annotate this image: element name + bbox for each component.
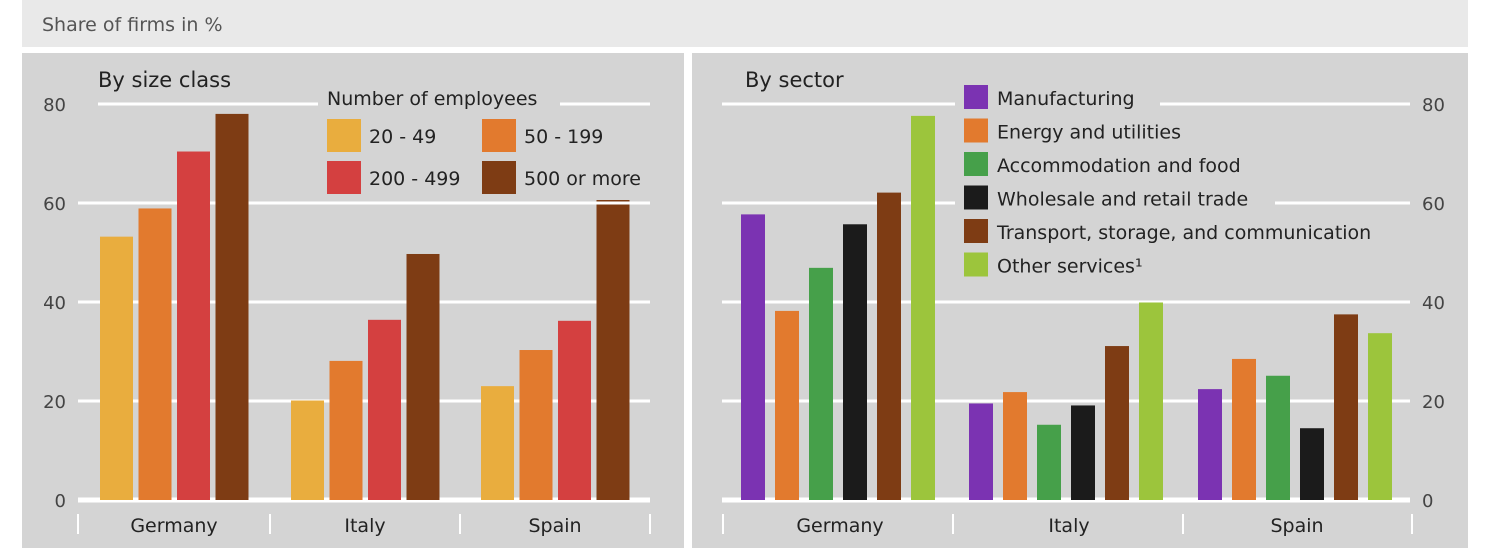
bar-italy-2 — [1037, 424, 1061, 500]
bar-italy-0 — [291, 400, 324, 500]
bar-spain-5 — [1368, 333, 1392, 500]
legend-label: 500 or more — [524, 168, 641, 190]
y-tick-label: 20 — [1422, 392, 1445, 413]
bar-germany-1 — [138, 208, 172, 500]
bar-italy-2 — [368, 319, 401, 500]
bar-italy-3 — [406, 253, 440, 500]
y-tick-label: 40 — [43, 293, 66, 314]
bar-germany-3 — [843, 224, 867, 500]
legend-swatch-icon — [327, 119, 361, 152]
y-tick-label: 20 — [43, 392, 66, 413]
bar-italy-4 — [1105, 346, 1129, 500]
bar-germany-0 — [741, 214, 765, 500]
legend-swatch-icon — [327, 161, 361, 194]
size-class-title: By size class — [98, 68, 231, 92]
sector-title: By sector — [745, 68, 844, 92]
bar-germany-1 — [775, 310, 799, 500]
bar-italy-3 — [1071, 405, 1095, 500]
bar-spain-4 — [1334, 314, 1358, 500]
legend-background — [955, 82, 1160, 118]
legend-swatch-icon — [964, 252, 988, 277]
title-background — [78, 97, 98, 111]
bar-italy-1 — [1003, 392, 1027, 500]
x-category-label: Germany — [796, 515, 883, 537]
y-tick-label: 0 — [55, 491, 66, 512]
y-tick-label: 80 — [43, 95, 66, 116]
bar-germany-3 — [215, 113, 249, 501]
legend-swatch-icon — [964, 185, 988, 210]
legend-swatch-icon — [964, 85, 988, 109]
y-tick-label: 0 — [1422, 491, 1433, 512]
legend-label: 50 - 199 — [524, 126, 603, 148]
legend-title: Number of employees — [327, 88, 537, 110]
x-category-label: Italy — [344, 515, 385, 537]
legend-label: Manufacturing — [997, 88, 1135, 110]
legend-label: Other services¹ — [997, 256, 1143, 278]
legend-swatch-icon — [964, 152, 988, 176]
x-category-label: Italy — [1048, 515, 1089, 537]
header-band — [22, 0, 1468, 47]
bar-spain-3 — [1300, 428, 1324, 500]
bar-germany-0 — [100, 236, 133, 500]
legend-label: Accommodation and food — [997, 155, 1241, 177]
bar-spain-1 — [519, 350, 553, 500]
x-category-label: Spain — [1270, 515, 1323, 537]
y-tick-label: 60 — [1422, 194, 1445, 215]
x-category-label: Germany — [130, 515, 217, 537]
y-tick-label: 60 — [43, 194, 66, 215]
bar-spain-0 — [481, 386, 514, 500]
legend-swatch-icon — [964, 118, 988, 143]
legend-label: Energy and utilities — [997, 122, 1181, 144]
bar-germany-2 — [809, 267, 833, 500]
bar-spain-1 — [1232, 358, 1256, 500]
size-class-chart: 0 20 40 60 80 Germany Italy Spain Number of empl… — [43, 84, 668, 537]
y-tick-label: 40 — [1422, 293, 1445, 314]
bar-spain-2 — [1266, 375, 1290, 500]
legend-label: 20 - 49 — [369, 126, 436, 148]
legend-swatch-icon — [482, 119, 516, 152]
bar-italy-0 — [969, 403, 993, 500]
bar-spain-3 — [596, 198, 630, 501]
bar-germany-2 — [177, 151, 210, 500]
bar-spain-2 — [558, 320, 591, 500]
legend-label: 200 - 499 — [369, 168, 460, 190]
bar-spain-0 — [1198, 389, 1222, 500]
x-category-label: Spain — [528, 515, 581, 537]
y-tick-label: 80 — [1422, 95, 1445, 116]
legend-background — [955, 118, 1405, 278]
bar-italy-5 — [1139, 302, 1163, 500]
legend-swatch-icon — [482, 161, 516, 194]
header-title: Share of firms in % — [42, 14, 223, 36]
legend-label: Wholesale and retail trade — [997, 189, 1248, 211]
legend-label: Transport, storage, and communication — [996, 222, 1371, 244]
sector-chart: 0 20 40 60 80 Germany Italy Spain Manufacturing E… — [722, 82, 1445, 537]
bar-italy-1 — [329, 360, 363, 500]
bar-germany-4 — [877, 192, 901, 501]
bar-germany-5 — [911, 115, 935, 500]
legend-swatch-icon — [964, 219, 988, 243]
